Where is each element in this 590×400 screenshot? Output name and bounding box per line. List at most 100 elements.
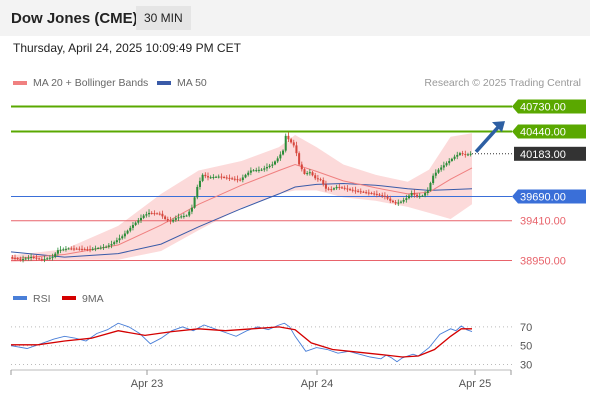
candle-body [70, 248, 73, 250]
candle-body [185, 215, 188, 217]
candle-body [91, 248, 94, 250]
x-tick-label-1: Apr 24 [301, 378, 333, 390]
rsi-legend-label-0: RSI [33, 293, 51, 305]
rsi-tick-70: 70 [520, 322, 532, 334]
candle-body [223, 177, 226, 179]
candle-body [145, 214, 148, 216]
candle-body [56, 250, 59, 254]
candle-body [118, 238, 121, 241]
candle-body [43, 259, 46, 261]
candle-body [188, 211, 191, 216]
candle-body [257, 169, 260, 171]
candle-body [273, 161, 277, 165]
candle-body [445, 163, 448, 166]
candle-body [48, 257, 51, 259]
ma50-line [10, 182, 473, 258]
candle-body [383, 195, 386, 197]
candle-body [426, 190, 429, 194]
timeframe-button[interactable]: 30 MIN [136, 6, 191, 30]
candle-body [131, 225, 134, 228]
bollinger-band [11, 133, 472, 263]
level-label-39690-00: 39690.00 [520, 191, 566, 203]
candle-body [330, 189, 333, 191]
candle-body [51, 257, 54, 259]
rsi-legend-swatch-0 [13, 296, 27, 300]
candle-body [410, 193, 413, 196]
rsi-tick-30: 30 [520, 359, 532, 371]
x-tick-label-0: Apr 23 [131, 378, 163, 390]
candle-body [311, 172, 314, 176]
candle-body [206, 176, 210, 178]
candle-body [429, 183, 432, 191]
candle-body [153, 213, 156, 215]
candle-body [62, 249, 65, 251]
forecast-arrow-head [492, 121, 505, 133]
candle-body [139, 217, 143, 221]
candle-body [260, 169, 263, 171]
legend-label-1: MA 50 [177, 77, 207, 89]
level-tag-40440-00 [512, 124, 586, 139]
candle-body [448, 160, 451, 164]
candle-body [252, 170, 255, 172]
candle-body [166, 218, 169, 221]
candle-body [292, 142, 295, 146]
candle-body [174, 218, 177, 220]
candle-body [461, 153, 464, 155]
candle-body [201, 174, 204, 181]
candle-body [322, 180, 325, 185]
candle-body [86, 249, 89, 251]
candle-body [228, 177, 231, 179]
candle-body [324, 184, 327, 189]
candle-body [102, 247, 105, 249]
level-tag-39690-00 [512, 189, 586, 204]
candle-body [442, 165, 445, 168]
candle-body [407, 195, 411, 199]
candle-body [97, 247, 100, 249]
legend-swatch-1 [157, 81, 171, 85]
candle-body [105, 246, 108, 248]
candle-body [303, 169, 306, 174]
candle-body [225, 177, 228, 179]
candle-body [450, 158, 453, 161]
candle-body [244, 174, 247, 178]
candle-body [386, 196, 389, 199]
candle-body [300, 164, 303, 170]
candle-body [306, 173, 309, 175]
rsi-legend-label-1: 9MA [82, 293, 104, 305]
candle-body [298, 153, 301, 165]
candle-body [405, 198, 408, 200]
level-label-40730-00: 40730.00 [520, 101, 566, 113]
candle-body [351, 189, 354, 191]
candle-body [22, 259, 25, 261]
candle-body [217, 176, 220, 178]
candle-body [115, 240, 118, 243]
candle-body [182, 215, 185, 217]
candle-body [54, 253, 57, 258]
candle-body [129, 227, 132, 231]
candle-body [215, 176, 218, 178]
candle-body [239, 179, 242, 181]
candle-body [75, 248, 78, 250]
candle-body [378, 194, 381, 196]
rsi-legend-swatch-1 [62, 296, 76, 300]
candle-body [241, 177, 244, 181]
candle-body [466, 154, 469, 156]
candle-body [196, 186, 199, 198]
candle-body [418, 196, 421, 198]
candle-body [14, 257, 17, 259]
candle-body [19, 259, 22, 261]
candle-body [284, 135, 287, 151]
candle-body [362, 191, 365, 193]
candle-body [338, 186, 341, 188]
candle-body [134, 222, 137, 226]
candle-body [180, 216, 183, 218]
candle-body [107, 245, 110, 247]
ma20-line [10, 163, 473, 260]
candle-body [335, 186, 338, 189]
candle-body [212, 177, 215, 179]
candle-body [458, 153, 461, 155]
candle-body [83, 248, 86, 250]
candle-body [402, 199, 405, 202]
